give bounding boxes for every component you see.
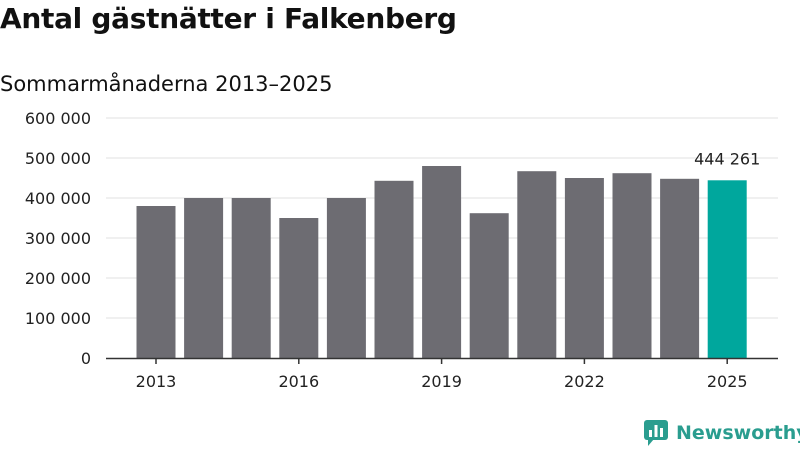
y-tick-label: 300 000 [25,229,91,248]
bar [279,218,319,358]
x-tick-label: 2022 [564,372,605,391]
bar [564,178,604,358]
x-tick-label: 2016 [278,372,319,391]
y-tick-label: 600 000 [25,109,91,128]
bar [231,198,271,358]
y-tick-label: 500 000 [25,149,91,168]
bar [469,213,509,358]
bar [136,206,176,358]
bar-chart-logo-icon [644,420,668,446]
brand-name: Newsworthy [676,422,800,444]
x-tick-label: 2013 [136,372,177,391]
newsworthy-logo: Newsworthy [644,420,800,446]
chart-title: Antal gästnätter i Falkenberg [0,2,457,35]
bar [374,180,414,358]
y-tick-label: 400 000 [25,189,91,208]
bar [517,171,557,358]
bar [707,180,747,358]
y-tick-label: 0 [81,349,91,368]
x-tick-label: 2025 [707,372,748,391]
bar [660,178,700,358]
bar [612,173,652,358]
data-label: 444 261 [694,149,760,168]
x-tick-label: 2019 [421,372,462,391]
bar [422,166,462,358]
y-tick-label: 100 000 [25,309,91,328]
y-tick-label: 200 000 [25,269,91,288]
bar [184,198,224,358]
bar [326,198,366,358]
chart-subtitle: Sommarmånaderna 2013–2025 [0,72,333,96]
